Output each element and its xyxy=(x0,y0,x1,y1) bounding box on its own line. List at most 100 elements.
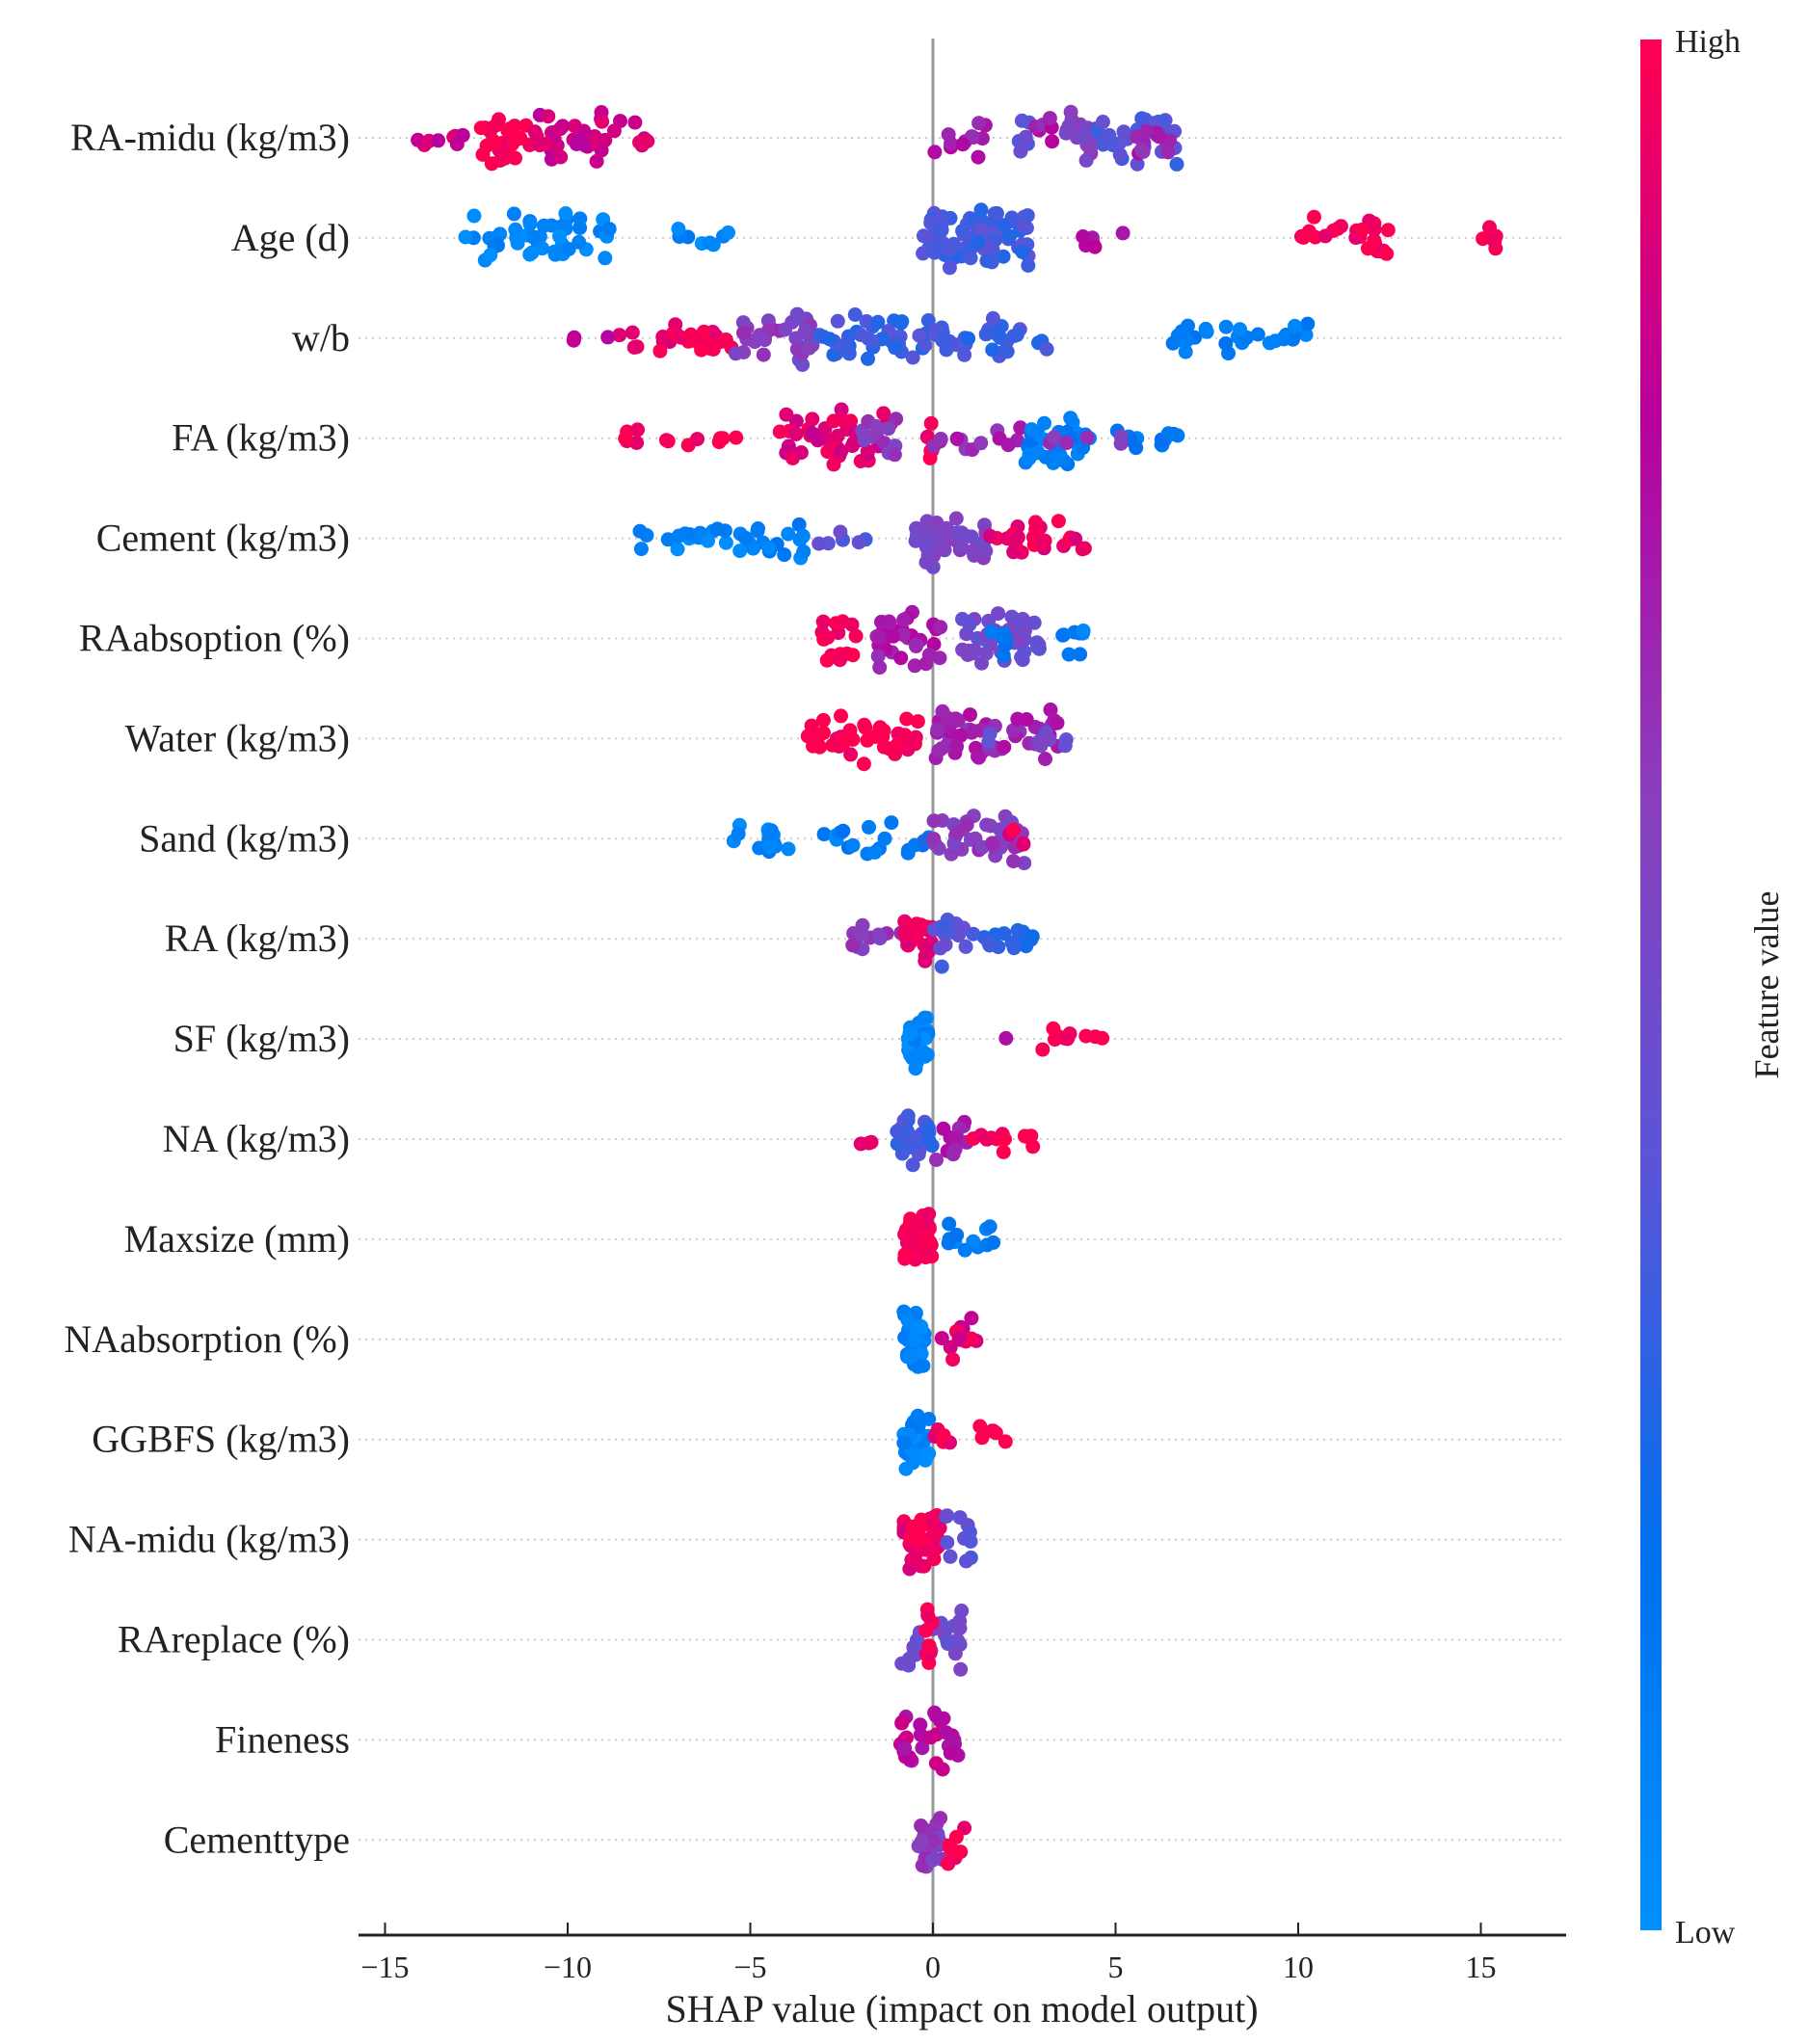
shap-point xyxy=(1010,711,1025,727)
shap-point xyxy=(778,322,793,337)
shap-point xyxy=(939,1725,954,1740)
shap-point xyxy=(999,531,1015,546)
shap-point xyxy=(671,528,686,544)
shap-point xyxy=(900,1140,916,1155)
feature-label: SF (kg/m3) xyxy=(173,1017,350,1060)
shap-point xyxy=(910,1408,925,1423)
shap-point xyxy=(1006,941,1022,956)
x-tick-label: 15 xyxy=(1466,1950,1497,1984)
shap-point xyxy=(1095,115,1110,129)
shap-point xyxy=(958,939,973,954)
shap-point xyxy=(529,129,545,144)
shap-point xyxy=(777,547,792,563)
shap-point xyxy=(932,650,947,666)
shap-point xyxy=(909,637,924,652)
shap-point xyxy=(761,540,777,555)
shap-point xyxy=(933,620,948,635)
shap-point xyxy=(963,1534,978,1549)
colorbar xyxy=(1640,40,1662,1930)
shap-point xyxy=(947,1142,963,1157)
shap-point xyxy=(683,327,699,342)
colorbar-high-label: High xyxy=(1675,24,1741,60)
shap-point xyxy=(561,242,576,256)
shap-point xyxy=(909,916,924,932)
shap-point xyxy=(539,136,554,151)
shap-point xyxy=(844,438,860,454)
shap-point xyxy=(833,652,847,668)
shap-point xyxy=(843,747,859,762)
shap-point xyxy=(718,535,733,550)
shap-point xyxy=(1035,1042,1051,1057)
shap-point xyxy=(1039,341,1054,357)
shap-point xyxy=(926,832,942,846)
feature-label: RA-midu (kg/m3) xyxy=(70,116,350,159)
feature-label: RAreplace (%) xyxy=(118,1618,350,1661)
shap-point xyxy=(1026,615,1042,630)
shap-point xyxy=(941,242,956,257)
shap-point xyxy=(473,120,489,136)
shap-point xyxy=(1104,134,1119,149)
shap-point xyxy=(991,606,1006,622)
shap-point xyxy=(900,845,916,861)
shap-point xyxy=(951,1332,967,1346)
shap-point xyxy=(862,819,876,835)
shap-point xyxy=(1301,224,1317,239)
shap-point xyxy=(952,1510,968,1526)
shap-point xyxy=(918,539,934,554)
feature-label: Fineness xyxy=(215,1717,350,1761)
shap-point xyxy=(760,313,776,329)
shap-point xyxy=(948,511,964,526)
shap-point xyxy=(751,521,765,536)
shap-point xyxy=(510,235,525,251)
shap-point xyxy=(998,1131,1012,1147)
shap-point xyxy=(887,447,902,463)
shap-point xyxy=(670,542,685,557)
shap-point xyxy=(536,218,551,233)
shap-point xyxy=(1033,738,1049,754)
shap-point xyxy=(872,931,888,946)
shap-point xyxy=(788,413,804,429)
shap-point xyxy=(897,1740,913,1756)
shap-point xyxy=(919,229,935,245)
shap-point xyxy=(959,817,974,833)
shap-point xyxy=(522,216,538,231)
shap-point xyxy=(961,331,976,346)
shap-point xyxy=(816,725,831,740)
shap-point xyxy=(918,1231,933,1246)
shap-point xyxy=(1075,129,1090,145)
shap-point xyxy=(1233,322,1247,337)
shap-point xyxy=(861,351,875,366)
shap-point xyxy=(1115,226,1131,241)
shap-point xyxy=(589,153,604,169)
shap-point xyxy=(600,330,616,345)
shap-point xyxy=(1019,939,1034,954)
shap-point xyxy=(933,432,948,446)
shap-point xyxy=(1078,152,1094,168)
shap-point xyxy=(1130,156,1145,172)
shap-point xyxy=(1024,422,1039,438)
shap-point xyxy=(941,1235,956,1251)
shap-point xyxy=(996,1144,1011,1159)
shap-point xyxy=(851,535,866,550)
shap-point xyxy=(938,937,953,952)
shap-point xyxy=(756,347,771,362)
shap-point xyxy=(966,926,981,942)
shap-point xyxy=(921,1638,937,1654)
shap-point xyxy=(933,527,948,543)
shap-point xyxy=(983,529,998,544)
shap-point xyxy=(1379,246,1395,261)
shap-point xyxy=(658,433,674,448)
shap-point xyxy=(917,1447,932,1463)
shap-point xyxy=(935,1762,950,1777)
shap-point xyxy=(886,628,901,644)
shap-point xyxy=(985,342,1000,358)
shap-point xyxy=(923,1730,939,1745)
shap-point xyxy=(696,324,711,339)
shap-point xyxy=(988,1425,1003,1441)
shap-point xyxy=(918,656,934,672)
shap-point xyxy=(909,527,924,543)
shap-point xyxy=(957,1242,972,1258)
shap-point xyxy=(701,533,715,548)
shap-point xyxy=(997,739,1012,755)
shap-point xyxy=(558,206,573,221)
